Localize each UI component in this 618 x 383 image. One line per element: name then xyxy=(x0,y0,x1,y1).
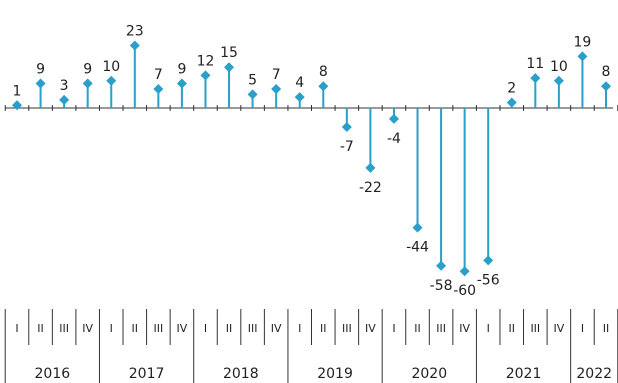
data-label: 10 xyxy=(102,59,120,75)
quarter-tick-label: IV xyxy=(177,322,188,335)
quarter-tick-label: II xyxy=(132,322,139,335)
quarter-tick-label: III xyxy=(530,322,540,335)
data-point-marker xyxy=(365,162,376,173)
data-label: 11 xyxy=(526,56,544,72)
data-label: -4 xyxy=(387,131,401,147)
data-point-marker xyxy=(459,266,470,277)
data-label: 9 xyxy=(83,62,92,78)
data-point-marker xyxy=(553,75,564,86)
data-point-marker xyxy=(577,51,588,62)
data-point-marker xyxy=(271,83,282,94)
quarter-tick-label: I xyxy=(110,322,113,335)
year-label: 2022 xyxy=(576,366,612,382)
data-label: 23 xyxy=(126,23,144,39)
quarter-tick-label: IV xyxy=(365,322,376,335)
quarter-tick-label: IV xyxy=(459,322,470,335)
quarter-tick-label: III xyxy=(248,322,258,335)
quarter-tick-label: IV xyxy=(82,322,93,335)
data-point-marker xyxy=(318,81,329,92)
data-label: 7 xyxy=(154,67,163,83)
data-point-marker xyxy=(200,70,211,81)
data-label: -22 xyxy=(359,180,382,196)
data-label: 7 xyxy=(272,67,281,83)
data-point-marker xyxy=(129,40,140,51)
data-point-marker xyxy=(247,89,258,100)
data-label: -60 xyxy=(453,283,476,299)
quarter-tick-label: I xyxy=(581,322,584,335)
quarter-tick-label: II xyxy=(414,322,421,335)
data-point-marker xyxy=(224,62,235,73)
data-point-marker xyxy=(153,83,164,94)
data-point-marker xyxy=(483,255,494,266)
quarter-tick-label: I xyxy=(15,322,18,335)
data-point-marker xyxy=(388,113,399,124)
data-label: 2 xyxy=(507,81,516,97)
quarter-tick-label: I xyxy=(392,322,395,335)
year-label: 2020 xyxy=(411,366,447,382)
data-point-marker xyxy=(601,81,611,92)
data-point-marker xyxy=(35,78,46,89)
quarter-tick-label: I xyxy=(487,322,490,335)
year-label: 2016 xyxy=(35,366,71,382)
quarter-tick-label: II xyxy=(603,322,610,335)
data-point-marker xyxy=(12,100,22,111)
quarter-tick-label: IV xyxy=(271,322,282,335)
data-label: -44 xyxy=(406,240,429,256)
quarter-tick-label: II xyxy=(37,322,44,335)
data-label: 9 xyxy=(177,62,186,78)
data-label: 15 xyxy=(220,45,238,61)
year-label: 2017 xyxy=(129,366,165,382)
data-label: -56 xyxy=(477,272,500,288)
data-point-marker xyxy=(59,94,70,105)
data-label: 5 xyxy=(248,72,257,88)
year-label: 2018 xyxy=(223,366,259,382)
data-label: 12 xyxy=(197,53,215,69)
data-label: -58 xyxy=(430,278,453,294)
data-label: 8 xyxy=(319,64,328,80)
quarter-tick-label: IV xyxy=(553,322,564,335)
baseline-axis xyxy=(4,105,618,111)
data-label: 1 xyxy=(13,83,22,99)
data-label: 10 xyxy=(550,59,568,75)
data-point-marker xyxy=(436,260,447,271)
quarter-tick-label: II xyxy=(226,322,233,335)
data-point-marker xyxy=(412,222,423,233)
quarter-tick-label: I xyxy=(298,322,301,335)
year-label: 2021 xyxy=(506,366,542,382)
markers xyxy=(12,40,611,277)
quarter-tick-label: III xyxy=(342,322,352,335)
data-point-marker xyxy=(506,97,517,108)
stems xyxy=(16,45,607,272)
quarter-tick-label: II xyxy=(509,322,516,335)
quarter-tick-label: III xyxy=(59,322,69,335)
data-label: 3 xyxy=(60,78,69,94)
data-label: -7 xyxy=(340,139,354,155)
quarter-tick-label: III xyxy=(153,322,163,335)
data-label: 9 xyxy=(36,62,45,78)
data-label: 4 xyxy=(295,75,304,91)
quarter-tick-label: II xyxy=(320,322,327,335)
data-point-marker xyxy=(176,78,187,89)
data-point-marker xyxy=(82,78,93,89)
data-label: 19 xyxy=(574,34,592,50)
data-point-marker xyxy=(106,75,117,86)
quarter-tick-label: I xyxy=(204,322,207,335)
data-point-marker xyxy=(341,122,352,133)
data-point-marker xyxy=(530,73,541,84)
year-label: 2019 xyxy=(317,366,353,382)
data-label: 8 xyxy=(602,64,611,80)
data-point-marker xyxy=(294,92,305,103)
quarter-tick-label: III xyxy=(436,322,446,335)
